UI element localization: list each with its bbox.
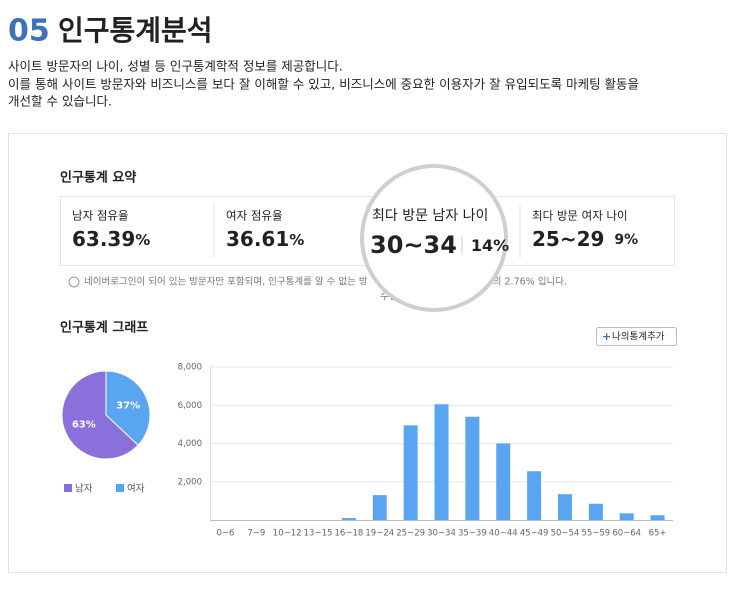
cell-label: 여자 점유율 xyxy=(226,209,283,223)
cell-label: 최다 방문 여자 나이 xyxy=(532,209,628,223)
legend-label: 여자 xyxy=(127,483,145,495)
plus-icon: + xyxy=(602,330,611,343)
unit: % xyxy=(289,231,304,249)
y-tick-label: 8,000 xyxy=(178,363,202,373)
bar xyxy=(465,416,480,520)
x-tick-label: 65+ xyxy=(649,529,667,539)
x-tick-label: 0~6 xyxy=(216,529,234,539)
section-title: 인구통계분석 xyxy=(58,14,213,47)
x-tick-label: 30~34 xyxy=(427,529,456,539)
bar xyxy=(588,503,603,520)
unit: % xyxy=(135,231,150,249)
cell-value: 36.61% xyxy=(226,227,304,251)
x-tick-label: 35~39 xyxy=(458,529,487,539)
x-tick-label: 60~64 xyxy=(612,529,641,539)
y-tick-label: 4,000 xyxy=(178,439,202,449)
share: 9% xyxy=(614,232,638,248)
magnifier xyxy=(360,164,508,312)
description: 이를 통해 사이트 방문자와 비즈니스를 보다 잘 이해할 수 있고, 비즈니스… xyxy=(8,77,639,92)
y-tick-label: 6,000 xyxy=(178,401,202,411)
slice-label: 37% xyxy=(116,400,140,411)
info-icon xyxy=(68,276,80,288)
cell-value: 25~29 9% xyxy=(532,227,638,251)
bar xyxy=(496,443,511,520)
cell-value: 30~34 14% xyxy=(370,231,509,259)
bar xyxy=(434,404,449,520)
slice-label: 63% xyxy=(72,420,96,431)
cell-label: 최다 방문 남자 나이 xyxy=(372,208,488,224)
bar xyxy=(372,495,387,520)
x-tick-label: 13~15 xyxy=(304,529,333,539)
note: 자의 2.76% 입니다. xyxy=(484,276,567,288)
description: 개선할 수 있습니다. xyxy=(8,94,112,109)
button-label[interactable]: 나의통계추가 xyxy=(612,331,665,343)
x-tick-label: 19~24 xyxy=(365,529,394,539)
cell-value: 63.39% xyxy=(72,227,150,251)
x-tick-label: 10~12 xyxy=(273,529,302,539)
legend-label: 남자 xyxy=(75,484,93,495)
value: 63.39 xyxy=(72,227,135,251)
bar xyxy=(619,513,634,520)
pie-slice xyxy=(105,370,151,446)
section-number: 05 xyxy=(8,14,50,49)
x-tick-label: 7~9 xyxy=(247,529,265,539)
bar xyxy=(527,471,542,520)
legend-swatch xyxy=(64,484,72,492)
graph-title: 인구통계 그래프 xyxy=(60,320,148,336)
x-tick-label: 16~18 xyxy=(335,529,364,539)
x-tick-label: 45~49 xyxy=(520,529,549,539)
bar xyxy=(650,515,665,520)
value: 25~29 xyxy=(532,227,604,251)
bar xyxy=(341,518,356,520)
note: 네이버로그인이 되어 있는 방문자만 포함되며, 인구통계를 알 수 없는 방 xyxy=(84,276,368,288)
bar xyxy=(403,425,418,520)
bar xyxy=(557,494,572,520)
summary-title: 인구통계 요약 xyxy=(60,170,136,186)
x-tick-label: 25~29 xyxy=(396,529,425,539)
cell-label: 남자 점유율 xyxy=(72,209,129,223)
description: 사이트 방문자의 나이, 성별 등 인구통계학적 정보를 제공합니다. xyxy=(8,59,343,74)
legend-swatch xyxy=(116,484,124,492)
pie-slice xyxy=(61,370,139,460)
share: 14% xyxy=(471,236,509,255)
add-button[interactable] xyxy=(596,327,677,346)
x-tick-label: 50~54 xyxy=(551,529,580,539)
x-tick-label: 55~59 xyxy=(581,529,610,539)
value: 36.61 xyxy=(226,227,289,251)
value: 30~34 xyxy=(370,231,457,259)
y-tick-label: 2,000 xyxy=(178,477,202,487)
x-tick-label: 40~44 xyxy=(489,529,518,539)
